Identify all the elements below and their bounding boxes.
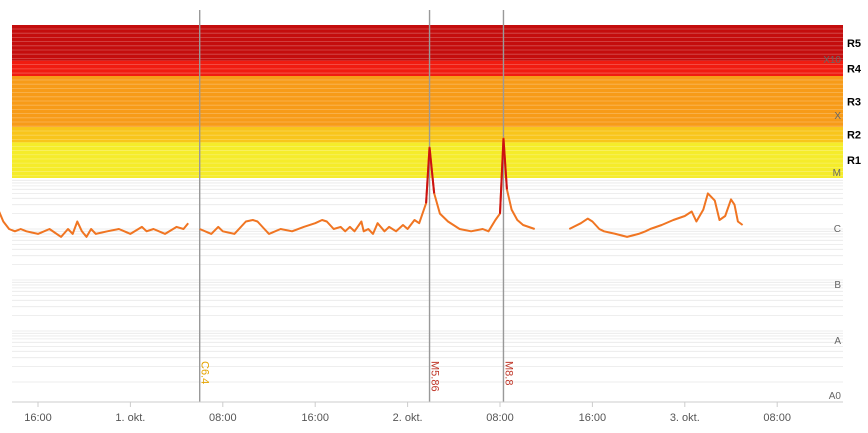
class-label-m: M (833, 168, 841, 179)
x-tick-label: 1. okt. (115, 412, 145, 424)
x-tick-label: 16:00 (24, 412, 52, 424)
x-tick-label: 16:00 (301, 412, 329, 424)
band-label-r4: R4 (847, 63, 862, 75)
band-label-r5: R5 (847, 38, 861, 50)
x-tick-label: 08:00 (486, 412, 514, 424)
series-peak-segment (502, 138, 508, 190)
band-r5 (12, 25, 843, 61)
axis-labels: 16:00 1. okt. 08:00 16:00 2. okt. 08:00 16:00 3… (12, 401, 843, 424)
x-tick-label: 3. okt. (670, 412, 700, 424)
flare-marker-label: M5.86 (429, 361, 441, 392)
x-tick-label: 16:00 (579, 412, 607, 424)
flare-marker-label: M8.8 (502, 361, 514, 385)
band-r2 (12, 127, 843, 143)
series-line (568, 192, 744, 238)
class-label-x: X (834, 111, 841, 122)
band-label-r1: R1 (847, 155, 861, 167)
series-peak-segment (425, 147, 431, 204)
band-r3 (12, 76, 843, 127)
class-label-x10: X10 (823, 55, 841, 66)
class-label-a: A (834, 336, 841, 347)
class-label-b: B (834, 280, 841, 291)
series-line (199, 137, 536, 235)
band-r4 (12, 60, 843, 76)
x-tick-label: 08:00 (209, 412, 237, 424)
flux-series (0, 137, 744, 238)
flare-marker-label: C6.4 (199, 361, 211, 384)
class-label-c: C (834, 224, 841, 235)
band-label-r3: R3 (847, 97, 861, 109)
series-peak-segment (428, 147, 436, 194)
series-peak-segment (499, 138, 505, 214)
class-label-a0: A0 (829, 391, 842, 402)
x-tick-label: 08:00 (763, 412, 791, 424)
series-line (0, 211, 189, 238)
band-label-r2: R2 (847, 130, 861, 142)
x-tick-label: 2. okt. (393, 412, 423, 424)
